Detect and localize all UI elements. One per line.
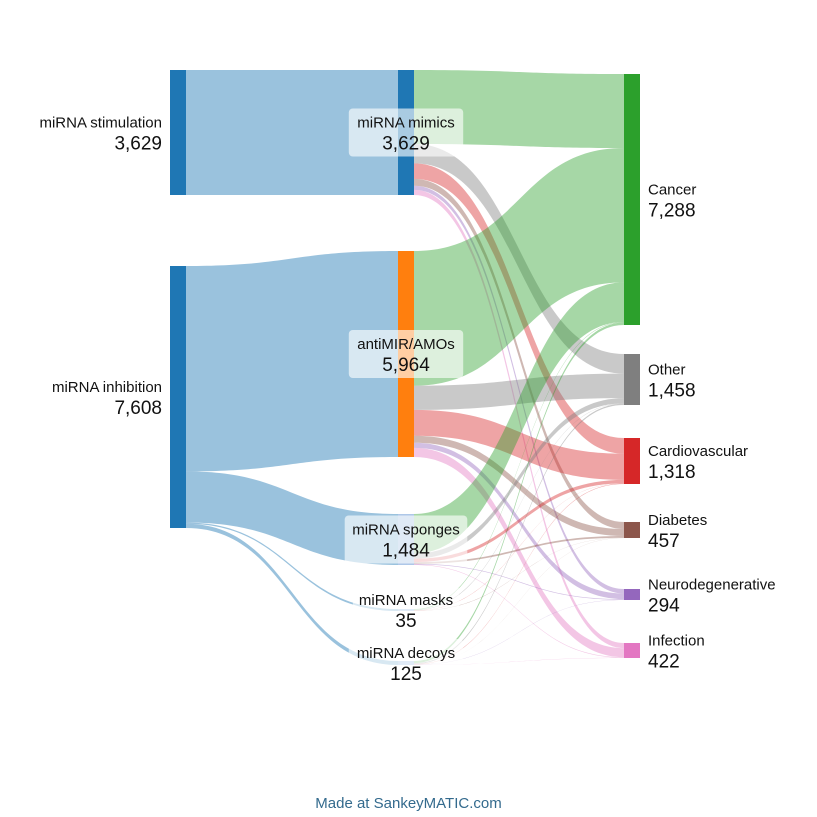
node-value: 1,318 [648,462,696,483]
node-other[interactable] [624,354,640,405]
node-infect[interactable] [624,643,640,658]
made-with-credit[interactable]: Made at SankeyMATIC.com [315,795,502,812]
node-name: miRNA inhibition [52,379,162,396]
flow-mimics-to-neuro[interactable] [414,185,624,594]
node-stim[interactable] [170,70,186,195]
label-masks: miRNA masks 35 [352,586,460,634]
label-backdrop [344,515,468,564]
label-cancer: Cancer 7,288 [648,182,696,222]
flow-sponges-to-diab[interactable] [414,536,624,564]
node-diab[interactable] [624,522,640,538]
flow-masks-to-diab[interactable] [414,537,624,611]
flow-sponges-to-cancer[interactable] [414,282,624,554]
node-inhib[interactable] [170,266,186,528]
label-mimics: miRNA mimics 3,629 [348,108,464,157]
node-cancer[interactable] [624,74,640,325]
node-value: 5,964 [382,355,430,376]
flow-masks-to-other[interactable] [414,403,624,611]
node-value: 1,458 [648,381,696,402]
node-name: miRNA stimulation [39,115,162,132]
flow-stim-to-mimics[interactable] [186,70,398,195]
label-sponges: miRNA sponges 1,484 [344,515,468,564]
label-diab: Diabetes 457 [648,512,707,552]
flow-decoys-to-infect[interactable] [414,657,624,665]
flow-sponges-to-cardio[interactable] [414,479,624,563]
label-backdrop [348,330,464,378]
node-name: Other [648,362,686,379]
label-antimir: antiMIR/AMOs 5,964 [348,330,464,378]
flow-masks-to-cancer[interactable] [414,321,624,610]
flow-decoys-to-neuro[interactable] [414,599,624,665]
flow-antimir-to-diab[interactable] [414,435,624,537]
node-value: 7,608 [114,398,162,419]
node-name: Cardiovascular [648,443,748,460]
flow-links [186,70,624,665]
label-neuro: Neurodegenerative 294 [648,577,776,617]
node-value: 422 [648,652,680,673]
node-value: 3,629 [382,134,430,155]
node-name: antiMIR/AMOs [357,336,455,353]
flow-mimics-to-diab[interactable] [414,178,624,530]
flow-decoys-to-cancer[interactable] [414,322,624,664]
label-stim: miRNA stimulation 3,629 [39,115,162,155]
node-labels: miRNA stimulation 3,629 miRNA inhibition 7,… [39,108,776,687]
label-backdrop [352,586,460,634]
label-other: Other 1,458 [648,362,696,402]
flow-inhib-to-antimir[interactable] [186,251,398,472]
flow-antimir-to-other[interactable] [414,373,624,410]
node-cardio[interactable] [624,438,640,484]
flow-mimics-to-other[interactable] [414,144,624,374]
flow-inhib-to-decoys[interactable] [186,523,398,665]
node-value: 35 [395,611,416,632]
label-infect: Infection 422 [648,633,705,673]
node-name: Cancer [648,182,696,199]
node-value: 457 [648,531,680,552]
flow-inhib-to-masks[interactable] [186,522,398,611]
node-value: 7,288 [648,201,696,222]
flow-sponges-to-other[interactable] [414,398,624,559]
flow-mimics-to-infect[interactable] [414,189,624,649]
node-name: miRNA decoys [357,645,455,662]
node-name: Infection [648,633,705,650]
node-name: miRNA sponges [352,522,460,539]
node-value: 1,484 [382,541,430,562]
flow-mimics-to-cardio[interactable] [414,163,624,454]
flow-decoys-to-other[interactable] [414,403,624,665]
node-name: miRNA masks [359,592,453,609]
flow-antimir-to-cancer[interactable] [414,148,624,386]
node-name: miRNA mimics [357,115,455,132]
node-value: 125 [390,664,422,685]
flow-decoys-to-cardio[interactable] [414,483,624,665]
flow-mimics-to-cancer[interactable] [414,70,624,149]
node-value: 3,629 [114,134,162,155]
flow-antimir-to-cardio[interactable] [414,409,624,480]
node-value: 294 [648,596,680,617]
label-backdrop [348,639,464,687]
flow-decoys-to-diab[interactable] [414,537,624,665]
flow-masks-to-cardio[interactable] [414,483,624,611]
node-name: Diabetes [648,512,707,529]
flow-antimir-to-infect[interactable] [414,447,624,658]
node-neuro[interactable] [624,589,640,600]
label-backdrop [348,108,464,157]
flow-sponges-to-infect[interactable] [414,564,624,658]
flow-antimir-to-neuro[interactable] [414,442,624,600]
node-name: Neurodegenerative [648,577,776,594]
label-decoys: miRNA decoys 125 [348,639,464,687]
flow-sponges-to-neuro[interactable] [414,563,624,600]
label-cardio: Cardiovascular 1,318 [648,443,748,483]
label-inhib: miRNA inhibition 7,608 [52,379,162,419]
